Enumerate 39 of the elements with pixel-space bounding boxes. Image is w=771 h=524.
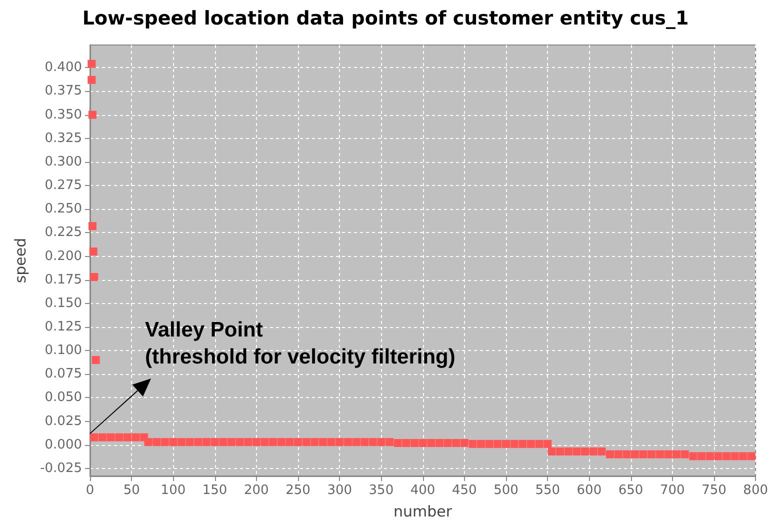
y-axis-title: speed: [12, 238, 30, 284]
y-tick-label: 0.350: [44, 107, 82, 122]
y-tick-label: 0.150: [44, 296, 82, 311]
y-tick-label: 0.375: [44, 84, 82, 99]
x-tick-label: 200: [244, 483, 269, 498]
y-tick-label: 0.250: [44, 202, 82, 217]
y-tick-label: 0.100: [44, 343, 82, 358]
x-tick-label: 600: [576, 483, 602, 498]
x-tick-label: 650: [618, 483, 644, 498]
x-axis-title: number: [394, 502, 453, 520]
x-tick-label: 550: [535, 483, 560, 498]
x-tick-label: 450: [452, 483, 477, 498]
x-tick-label: 750: [702, 483, 726, 498]
y-tick-label: -0.025: [40, 460, 82, 476]
x-tick-label: 300: [327, 483, 352, 498]
y-tick-label: 0.200: [44, 248, 82, 264]
y-tick-label: 0.050: [44, 390, 82, 406]
y-tick-label: 0.325: [44, 130, 82, 146]
x-tick-label: 0: [86, 483, 94, 498]
x-tick-label: 250: [286, 483, 310, 498]
x-tick-label: 350: [368, 483, 394, 498]
y-tick-label: 0.000: [44, 437, 82, 452]
x-tick-label: 500: [494, 483, 518, 498]
y-tick-label: 0.225: [44, 225, 82, 240]
x-tick-label: 400: [410, 483, 436, 498]
x-tick-label: 100: [160, 483, 186, 498]
y-tick-label: 0.400: [44, 60, 82, 76]
x-tick-label: 700: [660, 483, 685, 498]
x-tick-label: 800: [743, 483, 768, 498]
y-tick-label: 0.175: [44, 272, 82, 288]
y-tick-label: 0.275: [44, 178, 82, 194]
annotation: Valley Point (threshold for velocity filtering): [145, 318, 456, 369]
chart-title: Low-speed location data points of customer entity cus_1: [82, 8, 689, 30]
x-tick-label: 50: [123, 483, 140, 498]
y-tick-label: 0.075: [44, 366, 82, 382]
y-tick-label: 0.300: [44, 154, 82, 170]
y-tick-label: 0.025: [44, 414, 82, 429]
y-tick-label: 0.125: [44, 319, 82, 334]
x-tick-label: 150: [202, 483, 228, 498]
